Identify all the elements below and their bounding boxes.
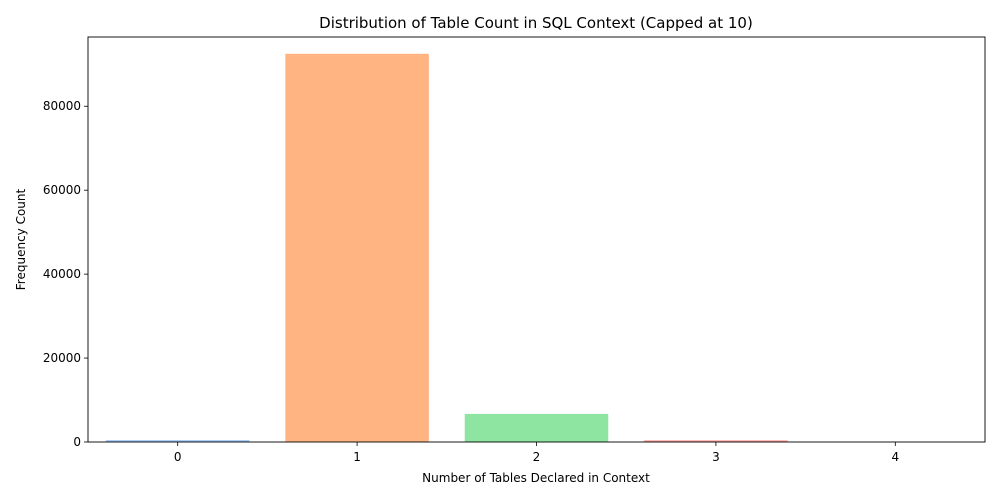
- x-tick-label-4: 4: [891, 450, 899, 464]
- x-tick-label-2: 2: [533, 450, 541, 464]
- x-tick-label-3: 3: [712, 450, 720, 464]
- y-tick-label-20000: 20000: [43, 351, 81, 365]
- x-tick-label-1: 1: [353, 450, 361, 464]
- bar-2: [465, 414, 609, 442]
- y-tick-label-0: 0: [73, 435, 81, 449]
- plot-frame: [88, 37, 985, 442]
- y-tick-label-60000: 60000: [43, 183, 81, 197]
- y-tick-label-80000: 80000: [43, 99, 81, 113]
- y-axis-label: Frequency Count: [14, 188, 28, 290]
- chart-title: Distribution of Table Count in SQL Conte…: [319, 14, 753, 32]
- x-tick-label-0: 0: [174, 450, 182, 464]
- bar-1: [285, 54, 429, 442]
- y-tick-label-40000: 40000: [43, 267, 81, 281]
- plot-area: 0 1 2 3 4 0 20000 40000 60000 80000: [43, 54, 967, 464]
- x-axis-label: Number of Tables Declared in Context: [422, 471, 650, 485]
